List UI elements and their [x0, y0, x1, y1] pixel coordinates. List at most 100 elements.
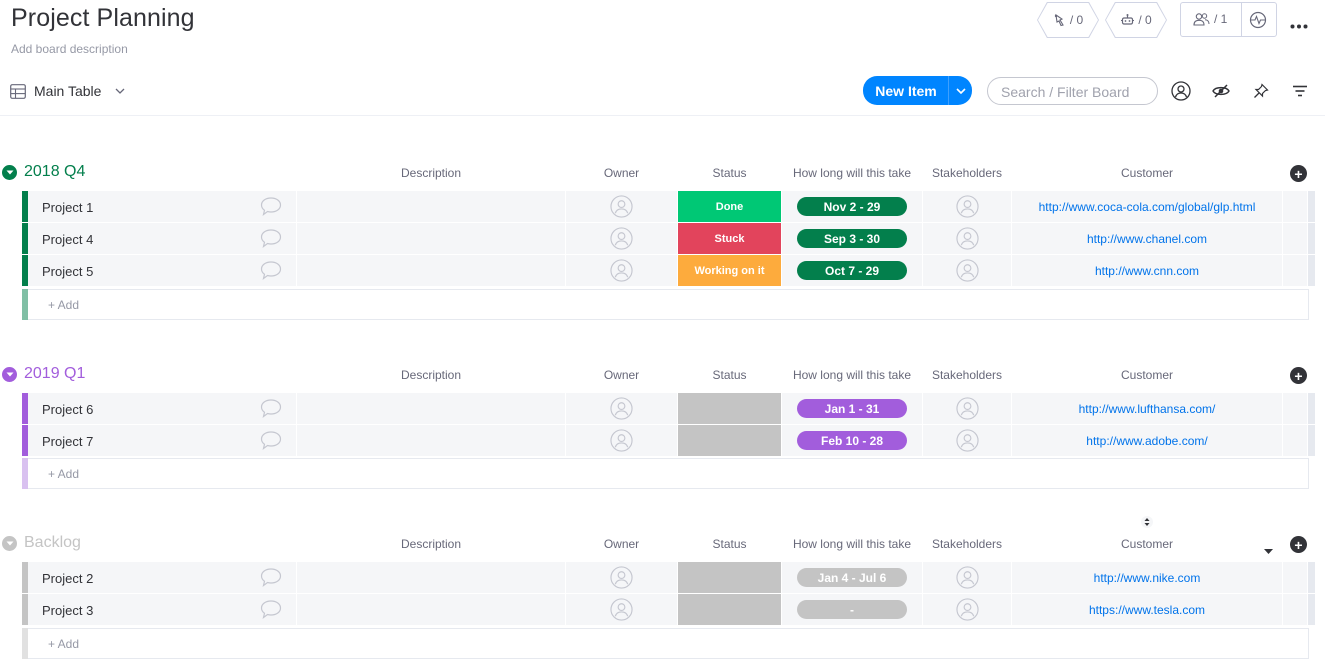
description-cell[interactable] — [297, 191, 565, 222]
column-header-timeline[interactable]: How long will this take — [792, 537, 912, 551]
table-row[interactable]: Project 7 Feb 10 - 28 http://www.adobe.c… — [22, 425, 1315, 457]
owner-cell[interactable] — [566, 393, 677, 424]
pin-button[interactable] — [1250, 80, 1272, 102]
timeline-cell[interactable]: Oct 7 - 29 — [782, 255, 922, 286]
add-column-button[interactable]: + — [1290, 367, 1307, 384]
description-cell[interactable] — [297, 223, 565, 254]
board-description[interactable]: Add board description — [11, 42, 128, 56]
timeline-cell[interactable]: Nov 2 - 29 — [782, 191, 922, 222]
column-header-description[interactable]: Description — [400, 537, 462, 551]
column-header-status[interactable]: Status — [712, 537, 747, 551]
column-header-status[interactable]: Status — [712, 368, 747, 382]
table-row[interactable]: Project 2 Jan 4 - Jul 6 http://www.nike.… — [22, 562, 1315, 594]
item-name[interactable]: Project 6 — [28, 393, 296, 424]
customer-link[interactable]: http://www.cnn.com — [1012, 255, 1282, 286]
add-item-row[interactable]: + Add — [22, 458, 1309, 489]
stakeholders-cell[interactable] — [923, 255, 1011, 286]
comment-icon[interactable] — [260, 599, 282, 620]
add-item-row[interactable]: + Add — [22, 628, 1309, 659]
owner-cell[interactable] — [566, 425, 677, 456]
column-header-timeline[interactable]: How long will this take — [792, 166, 912, 180]
group-collapse-button[interactable] — [2, 164, 17, 180]
description-cell[interactable] — [297, 393, 565, 424]
timeline-cell[interactable]: - — [782, 594, 922, 625]
comment-icon[interactable] — [260, 398, 282, 419]
comment-icon[interactable] — [260, 228, 282, 249]
stakeholders-cell[interactable] — [923, 191, 1011, 222]
status-cell[interactable] — [678, 393, 781, 424]
status-cell[interactable] — [678, 425, 781, 456]
stakeholders-cell[interactable] — [923, 223, 1011, 254]
item-name[interactable]: Project 5 — [28, 255, 296, 286]
item-name[interactable]: Project 7 — [28, 425, 296, 456]
add-item-label[interactable]: + Add — [48, 637, 80, 651]
owner-cell[interactable] — [566, 255, 677, 286]
owner-cell[interactable] — [566, 223, 677, 254]
table-row[interactable]: Project 6 Jan 1 - 31 http://www.lufthans… — [22, 393, 1315, 425]
group-header-backlog[interactable]: Backlog — [2, 532, 81, 554]
group-title[interactable]: 2018 Q4 — [24, 163, 86, 180]
column-header-status[interactable]: Status — [712, 166, 747, 180]
column-header-stakeholders[interactable]: Stakeholders — [931, 368, 1003, 382]
timeline-cell[interactable]: Feb 10 - 28 — [782, 425, 922, 456]
activity-button[interactable]: / 0 — [1037, 2, 1099, 38]
add-item-row[interactable]: + Add — [22, 289, 1309, 320]
column-header-customer[interactable]: Customer — [1120, 368, 1173, 382]
add-item-label[interactable]: + Add — [48, 467, 80, 481]
description-cell[interactable] — [297, 562, 565, 593]
customer-link[interactable]: http://www.coca-cola.com/global/glp.html — [1012, 191, 1282, 222]
item-name[interactable]: Project 1 — [28, 191, 296, 222]
status-cell[interactable]: Stuck — [678, 223, 781, 254]
group-title[interactable]: 2019 Q1 — [24, 365, 86, 382]
status-cell[interactable]: Working on it — [678, 255, 781, 286]
stakeholders-cell[interactable] — [923, 393, 1011, 424]
column-header-description[interactable]: Description — [400, 368, 462, 382]
sort-button[interactable] — [1141, 515, 1153, 534]
group-header-2019-q1[interactable]: 2019 Q1 — [2, 363, 85, 385]
customer-link[interactable]: http://www.nike.com — [1012, 562, 1282, 593]
group-title[interactable]: Backlog — [24, 534, 81, 551]
board-title[interactable]: Project Planning — [11, 4, 195, 32]
comment-icon[interactable] — [260, 196, 282, 217]
item-name[interactable]: Project 2 — [28, 562, 296, 593]
timeline-cell[interactable]: Jan 4 - Jul 6 — [782, 562, 922, 593]
owner-cell[interactable] — [566, 562, 677, 593]
table-row[interactable]: Project 5 Working on it Oct 7 - 29 http:… — [22, 255, 1315, 287]
status-cell[interactable] — [678, 594, 781, 625]
description-cell[interactable] — [297, 425, 565, 456]
column-header-timeline[interactable]: How long will this take — [792, 368, 912, 382]
add-item-label[interactable]: + Add — [48, 298, 80, 312]
timeline-cell[interactable]: Jan 1 - 31 — [782, 393, 922, 424]
search-input[interactable]: Search / Filter Board — [987, 77, 1158, 105]
customer-link[interactable]: http://www.chanel.com — [1012, 223, 1282, 254]
stakeholders-cell[interactable] — [923, 425, 1011, 456]
more-options-button[interactable] — [1290, 16, 1308, 34]
automations-button[interactable]: / 0 — [1105, 2, 1167, 38]
description-cell[interactable] — [297, 594, 565, 625]
comment-icon[interactable] — [260, 567, 282, 588]
group-header-2018-q4[interactable]: 2018 Q4 — [2, 161, 85, 183]
members-box[interactable]: / 1 — [1180, 2, 1277, 37]
customer-link[interactable]: https://www.tesla.com — [1012, 594, 1282, 625]
table-row[interactable]: Project 4 Stuck Sep 3 - 30 http://www.ch… — [22, 223, 1315, 255]
group-collapse-button[interactable] — [2, 535, 17, 551]
column-header-customer[interactable]: Customer — [1120, 537, 1173, 551]
timeline-cell[interactable]: Sep 3 - 30 — [782, 223, 922, 254]
view-selector[interactable]: Main Table — [10, 80, 125, 102]
customer-link[interactable]: http://www.adobe.com/ — [1012, 425, 1282, 456]
description-cell[interactable] — [297, 255, 565, 286]
stakeholders-cell[interactable] — [923, 562, 1011, 593]
column-menu-button[interactable] — [1264, 541, 1273, 559]
new-item-dropdown[interactable] — [949, 87, 972, 94]
owner-cell[interactable] — [566, 594, 677, 625]
table-row[interactable]: Project 1 Done Nov 2 - 29 http://www.coc… — [22, 191, 1315, 223]
item-name[interactable]: Project 4 — [28, 223, 296, 254]
comment-icon[interactable] — [260, 430, 282, 451]
board-activity-button[interactable] — [1249, 11, 1267, 34]
add-column-button[interactable]: + — [1290, 536, 1307, 553]
customer-link[interactable]: http://www.lufthansa.com/ — [1012, 393, 1282, 424]
column-header-customer[interactable]: Customer — [1120, 166, 1173, 180]
filter-button[interactable] — [1289, 80, 1311, 102]
item-name[interactable]: Project 3 — [28, 594, 296, 625]
column-header-stakeholders[interactable]: Stakeholders — [931, 537, 1003, 551]
